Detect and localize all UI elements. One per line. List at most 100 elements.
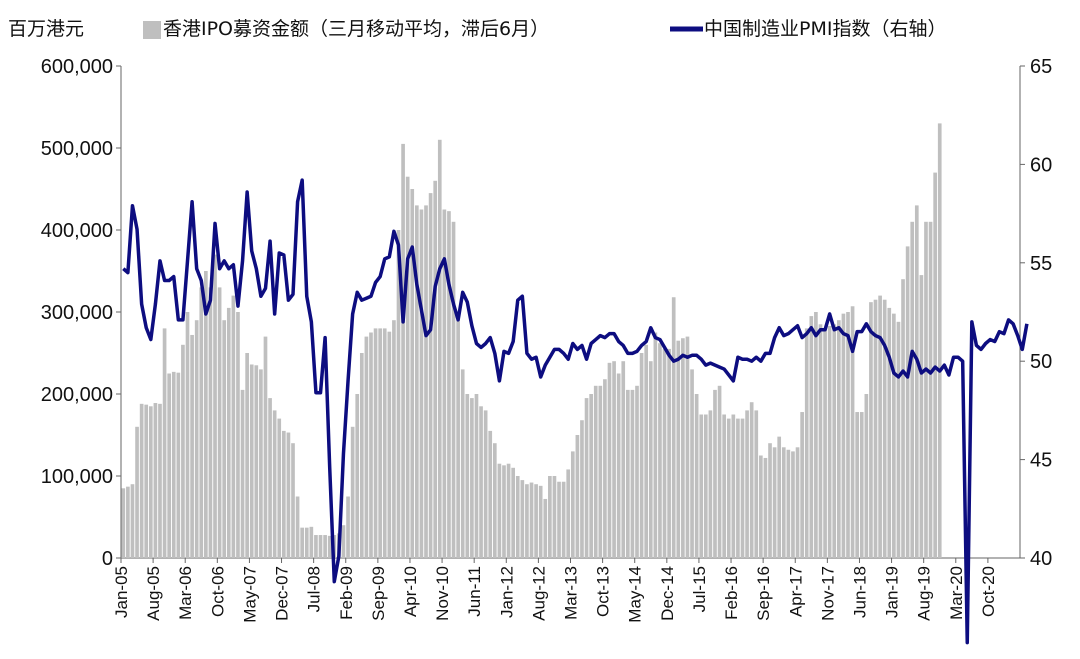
bar [525, 484, 529, 558]
y-tick-label: 400,000 [41, 220, 113, 242]
bar [589, 394, 593, 558]
bar [658, 343, 662, 558]
bar [520, 480, 525, 558]
bar [685, 336, 690, 558]
bar [781, 447, 786, 558]
bar [392, 320, 396, 558]
bar [823, 328, 827, 558]
bar [447, 211, 451, 558]
bar [314, 535, 318, 558]
bar [126, 486, 130, 558]
bar [359, 353, 364, 558]
bar [644, 344, 649, 558]
legend-swatch-bar [143, 21, 161, 39]
x-tick-label: Nov-10 [433, 566, 452, 621]
bar [717, 385, 722, 558]
bar [763, 457, 768, 558]
y2-tick-label: 55 [1030, 253, 1052, 275]
bar [492, 443, 497, 558]
bar [135, 426, 139, 558]
bar [323, 535, 327, 558]
bar [896, 321, 901, 558]
bar [726, 418, 731, 558]
bar [841, 313, 846, 558]
bar [171, 371, 176, 558]
bar [593, 385, 598, 558]
bar [309, 526, 314, 558]
bar [928, 221, 933, 559]
y-tick-label: 100,000 [41, 466, 113, 488]
bar [295, 496, 300, 558]
bar [703, 414, 708, 558]
y2-tick-label: 65 [1030, 56, 1052, 78]
bar [584, 398, 589, 558]
y2-tick-label: 50 [1030, 351, 1052, 373]
bar [543, 498, 548, 558]
bar [538, 485, 543, 558]
bar [479, 406, 483, 558]
bar [827, 325, 832, 558]
bar [772, 447, 777, 558]
bar [878, 295, 882, 558]
bar [341, 525, 346, 558]
x-tick-label: Dec-07 [273, 566, 292, 621]
bar [511, 467, 515, 558]
bar [249, 364, 254, 558]
x-tick-label: Jan-12 [497, 566, 516, 618]
bar [506, 463, 511, 558]
bar [387, 331, 392, 558]
bar [373, 328, 378, 558]
bar [515, 476, 520, 558]
bar [396, 230, 401, 558]
bar [300, 527, 305, 558]
bar [217, 287, 222, 558]
x-tick-label: Mar-13 [562, 566, 581, 620]
bar [437, 139, 442, 559]
bar [561, 481, 566, 558]
x-tick-label: Mar-20 [947, 566, 966, 620]
bar [681, 338, 685, 558]
y2-tick-label: 45 [1030, 450, 1052, 472]
bar [859, 412, 864, 558]
bar [208, 287, 213, 558]
bar [433, 180, 438, 559]
x-tick-label: Jan-19 [883, 566, 902, 618]
x-tick-label: Sep-09 [369, 566, 388, 621]
bar [424, 205, 428, 558]
bar [836, 320, 841, 558]
legend-label-line: 中国制造业PMI指数（右轴） [704, 18, 946, 40]
bar [185, 312, 190, 558]
x-tick-label: Aug-05 [144, 566, 163, 621]
bar [162, 328, 167, 558]
bar [800, 412, 804, 558]
x-tick-label: Sep-16 [754, 566, 773, 621]
bar [736, 418, 740, 558]
bar [350, 426, 355, 558]
bar [612, 361, 616, 558]
bar [254, 365, 259, 558]
bar [795, 447, 800, 558]
bar [708, 410, 713, 558]
bar [557, 481, 561, 558]
bar [887, 307, 892, 558]
bar [213, 254, 217, 558]
bar [791, 451, 795, 558]
x-tick-label: Apr-10 [401, 566, 420, 617]
x-tick-label: Jul-15 [690, 566, 709, 612]
bar [529, 482, 534, 558]
bar [502, 465, 506, 558]
bar [378, 328, 382, 558]
bar [199, 287, 204, 558]
bar [190, 334, 194, 558]
bar [474, 394, 479, 558]
bar [281, 430, 286, 558]
bar [236, 312, 240, 558]
bar [924, 221, 928, 559]
bar [272, 410, 277, 558]
x-tick-label: Mar-06 [176, 566, 195, 620]
bar [914, 205, 919, 558]
x-tick-label: Aug-19 [915, 566, 934, 621]
bar [405, 176, 410, 558]
bar [204, 271, 208, 558]
bar [327, 535, 332, 558]
